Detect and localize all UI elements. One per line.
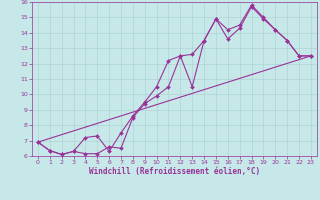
X-axis label: Windchill (Refroidissement éolien,°C): Windchill (Refroidissement éolien,°C) [89,167,260,176]
